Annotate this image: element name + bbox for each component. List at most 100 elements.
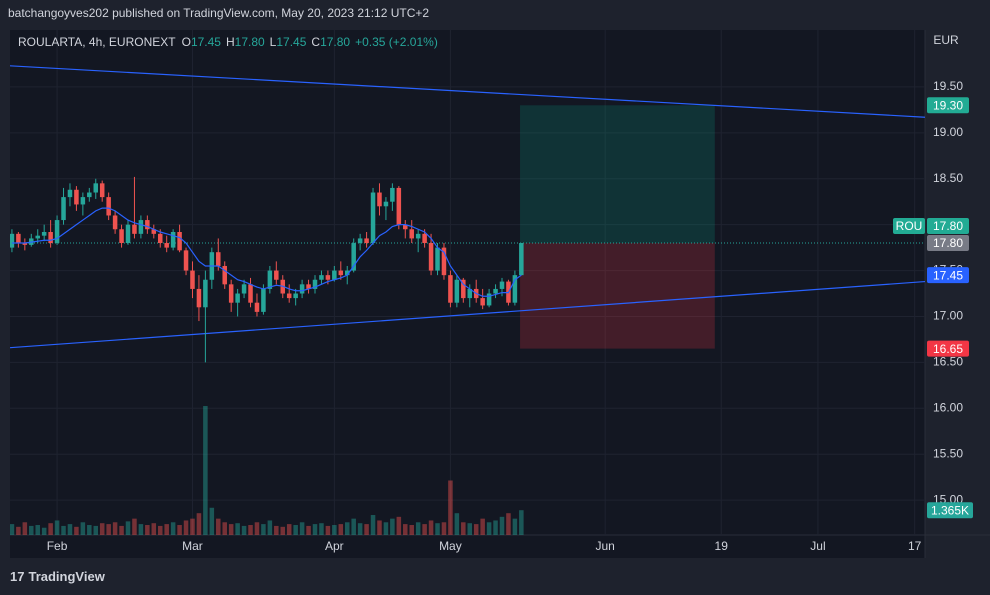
volume-bar bbox=[357, 523, 363, 535]
currency: EUR bbox=[933, 33, 959, 47]
candle-body bbox=[383, 201, 389, 207]
volume-bar bbox=[99, 523, 105, 535]
volume-bar bbox=[106, 524, 111, 535]
volume-bar bbox=[164, 524, 169, 535]
volume-bar bbox=[228, 524, 234, 535]
candle-body bbox=[435, 247, 440, 271]
volume-bar bbox=[112, 522, 118, 535]
price-tag-label: 17.80 bbox=[933, 219, 963, 233]
candle-body bbox=[10, 233, 15, 248]
volume-bar bbox=[454, 513, 460, 535]
candle-body bbox=[170, 232, 176, 248]
y-tick-label: 19.50 bbox=[933, 79, 963, 93]
change: +0.35 (+2.01%) bbox=[355, 35, 438, 49]
candle-body bbox=[157, 233, 163, 244]
loss-zone bbox=[520, 243, 715, 349]
volume-bar bbox=[267, 520, 273, 535]
candle-body bbox=[344, 270, 350, 276]
candle-body bbox=[16, 233, 21, 244]
volume-bar bbox=[519, 510, 524, 535]
volume-bar bbox=[74, 526, 79, 535]
volume-bar bbox=[286, 524, 292, 535]
candle-body bbox=[422, 233, 427, 244]
candle-body bbox=[61, 197, 66, 221]
volume-bar bbox=[409, 525, 414, 535]
volume-bar bbox=[125, 521, 131, 535]
candle-body bbox=[519, 243, 524, 276]
volume-bar bbox=[183, 520, 189, 535]
candle-body bbox=[312, 279, 318, 289]
symbol-tag bbox=[893, 218, 925, 235]
volume-bar bbox=[61, 525, 66, 535]
volume-bar bbox=[351, 518, 356, 535]
price-tag-label: 19.30 bbox=[933, 98, 963, 112]
candle-body bbox=[428, 243, 434, 271]
candle-body bbox=[480, 298, 485, 306]
volume-bar bbox=[383, 522, 389, 535]
volume-bar bbox=[35, 525, 40, 535]
volume-bar bbox=[448, 480, 453, 535]
trendline bbox=[10, 280, 925, 349]
volume-bar bbox=[80, 522, 86, 535]
volume-bar bbox=[364, 524, 369, 535]
candle-body bbox=[415, 233, 421, 239]
volume-bar bbox=[203, 406, 208, 535]
x-tick-label: Jul bbox=[810, 539, 825, 553]
price-tag bbox=[927, 97, 969, 114]
candle-body bbox=[370, 192, 376, 244]
price-tag bbox=[927, 218, 969, 235]
candle-body bbox=[332, 270, 337, 280]
candle-body bbox=[261, 288, 266, 312]
candle-body bbox=[267, 270, 273, 289]
y-tick-label: 16.00 bbox=[933, 400, 963, 414]
price-tag-label: 17.80 bbox=[933, 236, 963, 250]
candle-body bbox=[274, 270, 279, 280]
trendline bbox=[10, 65, 925, 118]
candle-body bbox=[306, 284, 311, 289]
candle-body bbox=[183, 250, 189, 271]
candle-body bbox=[493, 288, 498, 294]
candle-body bbox=[67, 189, 73, 198]
volume-bar bbox=[48, 523, 53, 535]
symbol-tag-label: ROU bbox=[896, 219, 923, 233]
volume-bar bbox=[16, 526, 21, 535]
y-tick-label: 15.50 bbox=[933, 446, 963, 460]
volume-bar bbox=[461, 522, 466, 535]
volume-bar bbox=[299, 522, 305, 535]
candle-body bbox=[448, 275, 453, 303]
candle-body bbox=[119, 229, 124, 244]
candle-body bbox=[164, 243, 169, 248]
volume-bar bbox=[222, 522, 227, 535]
ohlc-label: O bbox=[181, 35, 191, 49]
volume-bar bbox=[190, 518, 195, 535]
volume-bar bbox=[209, 507, 215, 535]
ohlc-label: C bbox=[311, 35, 321, 49]
y-tick-label: 18.50 bbox=[933, 171, 963, 185]
candle-body bbox=[125, 224, 131, 244]
volume-bar bbox=[10, 524, 15, 535]
y-tick-label: 17.00 bbox=[933, 309, 963, 323]
candle-body bbox=[190, 270, 195, 289]
x-tick-label: Mar bbox=[182, 539, 203, 553]
candle-body bbox=[151, 229, 157, 234]
volume-bar bbox=[196, 513, 202, 535]
volume-bar bbox=[512, 518, 518, 535]
candle-body bbox=[235, 293, 240, 303]
candle-body bbox=[377, 192, 382, 207]
candle-body bbox=[396, 187, 402, 225]
volume-bar bbox=[170, 522, 176, 535]
volume-bar bbox=[54, 520, 60, 535]
x-tick-label: May bbox=[439, 539, 462, 553]
volume-bar bbox=[67, 524, 73, 535]
candle-body bbox=[286, 293, 292, 299]
volume-bar bbox=[29, 525, 34, 535]
volume-bar bbox=[274, 525, 279, 535]
candle-body bbox=[22, 243, 28, 245]
x-tick-label: 19 bbox=[715, 539, 729, 553]
candle-body bbox=[319, 275, 324, 280]
candle-body bbox=[222, 265, 227, 285]
candle-body bbox=[254, 302, 260, 312]
candle-body bbox=[499, 281, 505, 289]
